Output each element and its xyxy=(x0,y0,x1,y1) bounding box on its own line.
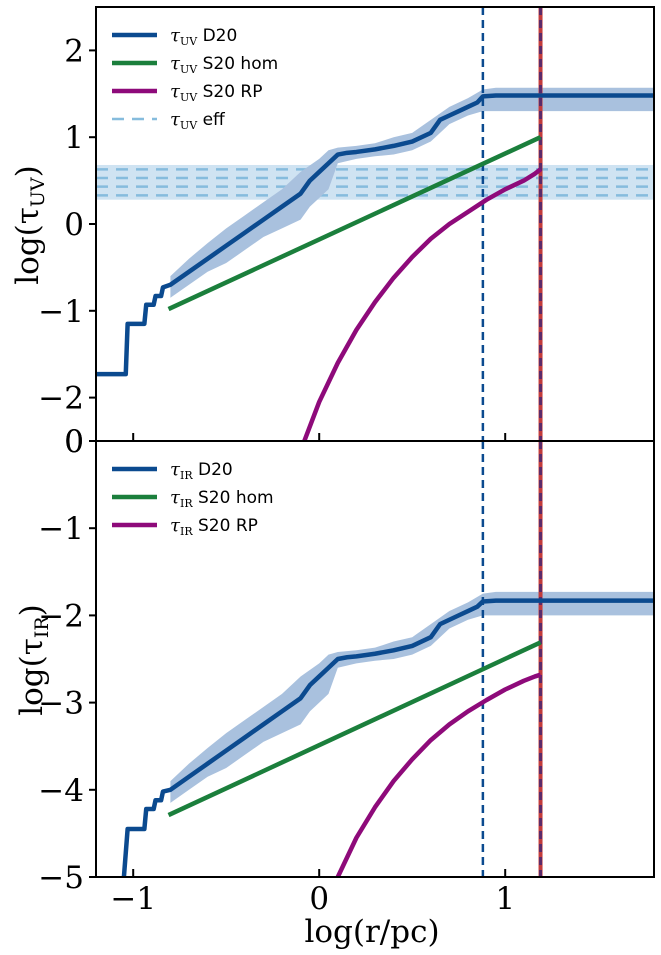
ir-d20-band xyxy=(170,591,654,803)
xtick-label: −1 xyxy=(110,881,156,917)
ir-plot-area xyxy=(121,441,654,877)
uv-legend: τUV D20 τUV S20 hom τUV S20 RP τUV eff xyxy=(112,25,278,132)
ir-d20-line xyxy=(121,598,654,877)
uv-legend-label-rp: τUV S20 RP xyxy=(170,81,262,104)
ir-legend-label-hom: τIR S20 hom xyxy=(170,487,274,510)
ir-legend-label-rp: τIR S20 RP xyxy=(170,515,258,538)
xtick-label: 0 xyxy=(309,881,329,917)
uv-ytick-label: 0 xyxy=(64,207,84,243)
ir-axes-frame xyxy=(95,440,655,878)
uv-d20-band xyxy=(170,87,654,298)
ir-legend: τIR D20 τIR S20 hom τIR S20 RP xyxy=(112,459,274,538)
uv-y-ticks: −2 −1 0 1 2 0 xyxy=(38,33,507,460)
uv-plot-area xyxy=(96,7,654,441)
ir-ytick-label: −4 xyxy=(38,773,84,809)
uv-ytick-label: −1 xyxy=(38,294,84,330)
ir-hom-line xyxy=(167,640,542,818)
ir-ytick-label: 0 xyxy=(64,424,84,460)
uv-legend-label-d20: τUV D20 xyxy=(170,25,237,48)
ir-legend-label-d20: τIR D20 xyxy=(170,459,233,482)
uv-legend-label-hom: τUV S20 hom xyxy=(170,53,278,76)
uv-rp-line xyxy=(302,167,542,441)
uv-ytick-label: −2 xyxy=(38,381,84,417)
uv-hom-line xyxy=(167,135,542,312)
xtick-label: 1 xyxy=(495,881,515,917)
uv-d20-line xyxy=(96,93,654,377)
ir-rp-line xyxy=(335,672,542,877)
uv-ytick-label: 1 xyxy=(64,120,84,156)
x-axis-label: log(r/pc) xyxy=(304,914,439,950)
ir-ytick-label: −3 xyxy=(38,686,84,722)
ir-ytick-label: −1 xyxy=(38,511,84,547)
ir-ytick-label: −2 xyxy=(38,598,84,634)
ir-axis-ticks: −5 −4 −3 −2 −1 0 −1 0 1 xyxy=(38,424,515,917)
uv-ytick-label-bottom: 0 xyxy=(64,424,84,460)
uv-y-axis-label: log(τUV) xyxy=(10,165,49,285)
eff-band xyxy=(96,164,654,200)
ir-ytick-label: −5 xyxy=(38,860,84,896)
uv-ytick-label: 2 xyxy=(64,33,84,69)
uv-legend-label-eff: τUV eff xyxy=(170,109,226,132)
ir-panel: −5 −4 −3 −2 −1 0 −1 0 1 τIR D20 τIR S20 hom τIR S2… xyxy=(14,424,655,950)
ir-y-axis-label: log(τIR) xyxy=(14,604,53,716)
